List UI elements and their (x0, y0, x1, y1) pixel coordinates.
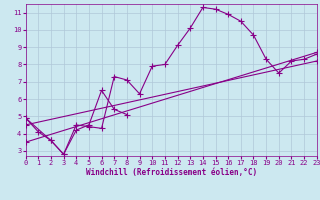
X-axis label: Windchill (Refroidissement éolien,°C): Windchill (Refroidissement éolien,°C) (86, 168, 257, 177)
